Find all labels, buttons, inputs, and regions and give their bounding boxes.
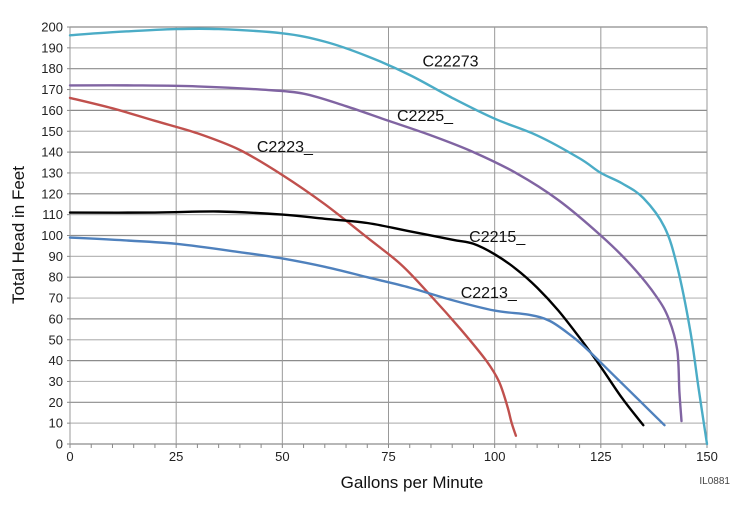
y-tick-label: 10 [49,416,63,431]
y-tick-label: 160 [41,103,63,118]
curve-label: C2215_ [469,229,526,246]
y-tick-label: 200 [41,20,63,35]
y-tick-label: 120 [41,186,63,201]
y-tick-label: 80 [49,270,63,285]
x-tick-label: 150 [696,449,718,464]
y-tick-label: 20 [49,395,63,410]
gridlines [67,27,707,448]
curve-label: C2225_ [397,108,454,125]
y-tick-label: 0 [56,437,63,452]
y-tick-label: 60 [49,311,63,326]
y-tick-label: 100 [41,228,63,243]
x-axis-label: Gallons per Minute [341,473,484,492]
x-tick-label: 50 [275,449,289,464]
curve-labels: C22273 C2225_ C2223_ C2215_ C2213_ [257,54,526,302]
curve-c2225 [70,85,682,421]
x-axis-ticks: 0 25 50 75 100 125 150 [66,449,717,464]
curve-label: C22273 [422,54,478,71]
x-tick-label: 0 [66,449,73,464]
y-axis-label: Total Head in Feet [9,166,28,304]
y-tick-label: 190 [41,40,63,55]
y-tick-label: 140 [41,145,63,160]
curve-label: C2213_ [461,285,518,302]
curve-label: C2223_ [257,139,314,156]
y-tick-label: 90 [49,249,63,264]
y-tick-label: 40 [49,353,63,368]
y-tick-label: 50 [49,332,63,347]
figure-id: IL0881 [699,476,730,487]
y-tick-label: 180 [41,61,63,76]
y-tick-label: 70 [49,291,63,306]
x-tick-label: 75 [381,449,395,464]
y-tick-label: 150 [41,124,63,139]
y-tick-label: 30 [49,374,63,389]
y-axis-ticks: 0 10 20 30 40 50 60 70 80 90 100 110 120 130 140 150 160… [41,20,63,452]
y-tick-label: 130 [41,165,63,180]
x-tick-label: 25 [169,449,183,464]
x-tick-label: 100 [484,449,506,464]
y-tick-label: 170 [41,82,63,97]
y-tick-label: 110 [42,207,63,222]
x-tick-label: 125 [590,449,612,464]
